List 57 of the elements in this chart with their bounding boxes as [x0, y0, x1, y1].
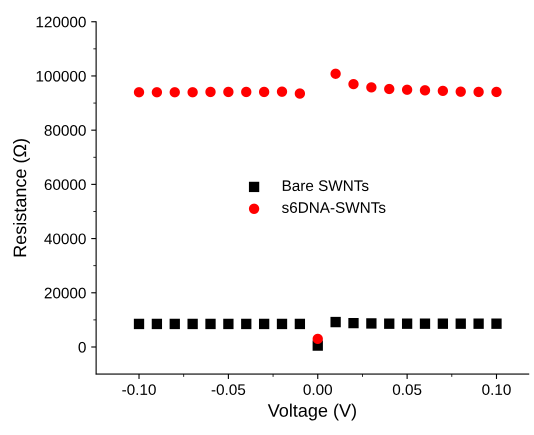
point	[241, 86, 252, 98]
point	[152, 87, 162, 98]
point	[473, 318, 484, 329]
point	[438, 86, 448, 96]
point	[223, 86, 234, 98]
point	[312, 334, 323, 344]
y-tick-label: 100000	[36, 70, 86, 82]
point	[294, 318, 306, 330]
point	[420, 318, 430, 329]
point	[258, 318, 270, 330]
point	[294, 88, 306, 99]
x-tick-label: 0.05	[392, 384, 422, 396]
point	[134, 87, 144, 98]
point	[330, 316, 341, 328]
y-tick-label: 0	[78, 342, 86, 353]
point	[384, 318, 394, 329]
point	[420, 85, 430, 96]
point	[438, 318, 448, 329]
point	[366, 318, 377, 329]
y-tick-label: 120000	[36, 16, 86, 28]
point	[276, 86, 288, 97]
point	[134, 318, 144, 330]
point	[348, 78, 359, 90]
point	[491, 318, 502, 329]
legend-label: s6DNA-SWNTs	[282, 202, 386, 213]
point	[330, 68, 341, 79]
y-tick-label: 60000	[44, 179, 86, 190]
point	[241, 318, 252, 330]
point	[223, 318, 234, 330]
point	[456, 318, 466, 329]
point	[384, 84, 394, 94]
y-tick-label: 20000	[44, 288, 86, 298]
point	[402, 84, 412, 95]
x-tick-label: 0.00	[303, 384, 332, 396]
point	[366, 82, 377, 92]
point	[473, 86, 484, 98]
point	[276, 318, 288, 330]
x-tick-label: 0.10	[482, 384, 511, 396]
point	[456, 86, 466, 97]
point	[170, 87, 180, 98]
point	[187, 87, 198, 98]
point	[348, 318, 359, 328]
point	[205, 318, 216, 330]
point	[170, 318, 180, 330]
y-tick-label: 40000	[44, 233, 86, 244]
point	[205, 86, 216, 98]
x-tick-label: -0.10	[122, 384, 156, 396]
point	[152, 318, 162, 330]
x-tick-label: -0.05	[212, 384, 246, 396]
x-axis-title: Voltage (V)	[268, 404, 356, 420]
y-axis-title: Resistance (Ω)	[13, 139, 30, 256]
point	[187, 318, 198, 330]
point	[491, 86, 502, 98]
y-tick-label: 80000	[44, 125, 86, 136]
point	[402, 318, 412, 329]
legend-label: Bare SWNTs	[282, 180, 368, 192]
point	[258, 86, 270, 98]
